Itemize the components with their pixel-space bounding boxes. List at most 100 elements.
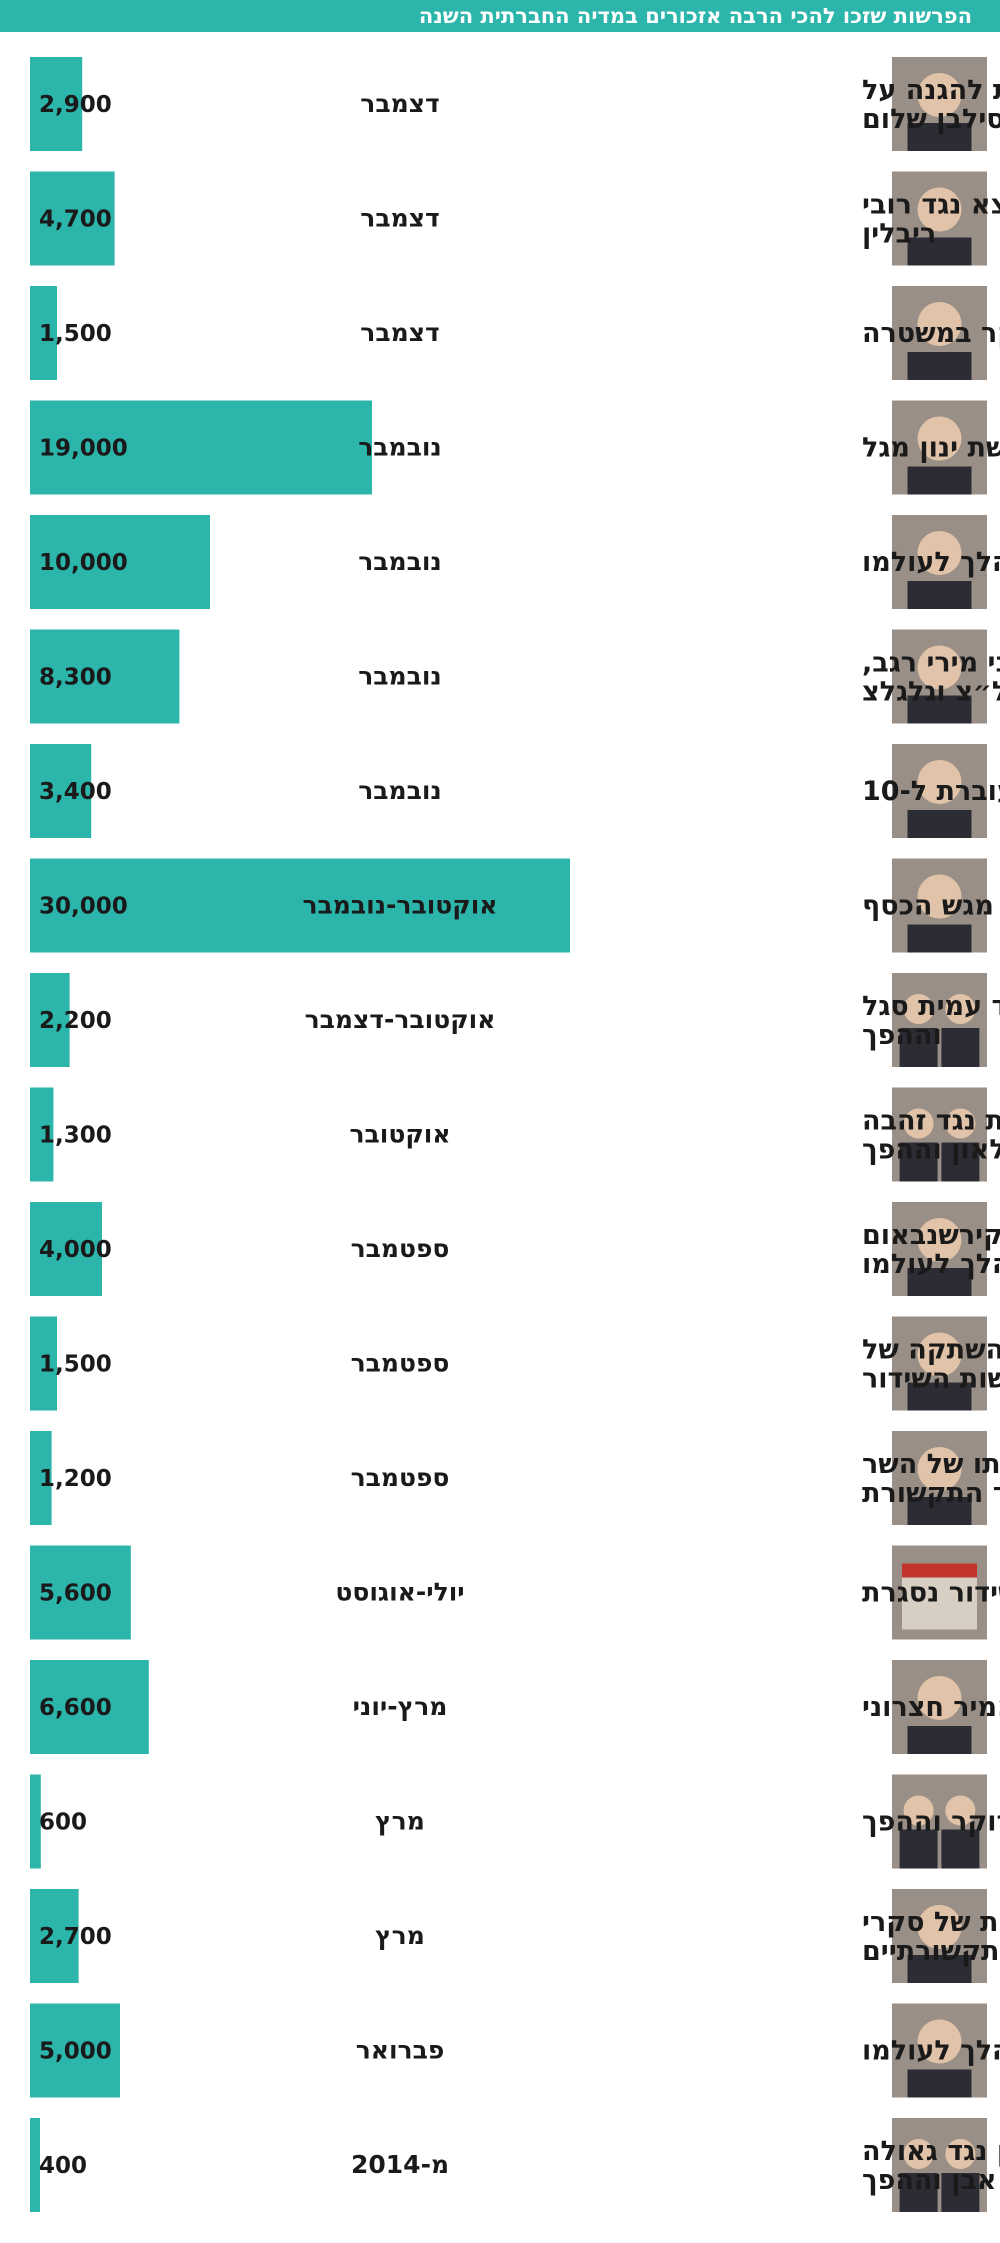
- month-label: אוקטובר-נובמבר: [303, 891, 498, 920]
- chart-row: 1,200 ספטמבר התפטרותו של השראקוניס ממשרד ה…: [30, 1431, 1000, 1525]
- row-title: סגל נגד דרוקר וההפך: [862, 1807, 1000, 1838]
- group-photo-icon: [892, 1087, 987, 1182]
- row-title: איילה חסון עוברת ל-10: [862, 776, 1000, 807]
- face-shape: [917, 73, 962, 117]
- row-title-line: סעיף ההשתקה של: [862, 1335, 1000, 1366]
- body-shape: [907, 237, 972, 266]
- value-label: 1,500: [39, 1352, 112, 1378]
- month-label: אוקטובר: [349, 1120, 450, 1149]
- value-label: 5,000: [39, 2039, 112, 2065]
- bar: [30, 1087, 54, 1182]
- face-shape: [917, 760, 962, 804]
- month-label: מרץ-יוני: [353, 1692, 448, 1721]
- bar: [30, 171, 115, 266]
- month-label: מרץ: [375, 1921, 425, 1950]
- month-label: ספטמבר: [351, 1349, 450, 1378]
- person-photo-icon: [892, 2003, 987, 2098]
- row-title: דן מרגלית נגד זהבהגלאון וההפך: [862, 1106, 1000, 1166]
- face-shape: [917, 645, 962, 690]
- bar: [30, 1431, 52, 1525]
- face-shape: [917, 1447, 962, 1491]
- person-photo-icon: [892, 400, 987, 495]
- row-title-line: ג׳ודי יוצאת להגנה על: [862, 75, 1000, 106]
- row-title-line: גלאון וההפך: [862, 1135, 1000, 1166]
- row-title-line: כשלון התחזיות של סקרי: [862, 1907, 1000, 1938]
- body-shape: [907, 1497, 972, 1525]
- body-shape: [941, 1829, 980, 1869]
- row-title-line: הבחירות התקשורתיים: [862, 1936, 1000, 1967]
- value-label: 1,300: [39, 1123, 112, 1149]
- bar: [30, 1889, 79, 1983]
- bar: [30, 1202, 102, 1296]
- chart-title: הפרשות שזכו להכי הרבה אזכורים במדיה החבר…: [0, 0, 1000, 32]
- row-title: מגש הכסף: [862, 891, 994, 922]
- group-photo-icon: [892, 1774, 987, 1869]
- bar: [30, 2118, 40, 2212]
- bar: [30, 858, 570, 953]
- row-title: יוסי שריד הלך לעולמו: [862, 547, 1000, 578]
- person-photo-icon: [892, 1316, 987, 1411]
- row-title-line: ריבלין: [862, 219, 936, 250]
- body-shape: [907, 695, 972, 724]
- face-shape: [917, 1218, 962, 1262]
- face-shape: [903, 994, 934, 1024]
- person-photo-icon: [892, 629, 987, 724]
- face-shape: [945, 994, 976, 1024]
- bar: [30, 400, 372, 495]
- value-label: 6,600: [39, 1695, 112, 1721]
- bar: [30, 1545, 131, 1640]
- chart-row: 600 מרץ סגל נגד דרוקר וההפך: [30, 1774, 1000, 1869]
- body-shape: [941, 1028, 980, 1067]
- face-shape: [917, 416, 962, 461]
- chart-row: 10,000 נובמבר יוסי שריד הלך לעולמו: [30, 515, 1000, 609]
- person-photo-icon: [892, 286, 987, 380]
- bar: [30, 973, 70, 1067]
- person-photo-icon: [892, 171, 987, 266]
- chart-row: 1,300 אוקטובר דן מרגלית נגד זהבהגלאון וההפ…: [30, 1087, 1000, 1182]
- chart-row: 8,300 נובמבר ענייני מירי רגב,גל״צ וגלגלצ: [30, 629, 1000, 724]
- face-shape: [903, 1795, 934, 1826]
- row-title-line: דן מרגלית נגד זהבה: [862, 1106, 1000, 1137]
- bar: [30, 744, 92, 838]
- face-shape: [945, 1108, 976, 1139]
- month-label: נובמבר: [358, 433, 442, 462]
- face-shape: [917, 1676, 962, 1720]
- bar: [30, 629, 180, 724]
- row-title-line: מוטי קירשנבאום: [862, 1220, 1000, 1251]
- building-sign: [902, 1563, 977, 1578]
- group-photo-icon: [892, 973, 987, 1067]
- body-shape: [907, 1955, 972, 1983]
- row-title-line: פרשת ינון מגל: [862, 433, 1000, 464]
- chart-row: 3,400 נובמבר איילה חסון עוברת ל-10: [30, 744, 1000, 838]
- month-label: נובמבר: [358, 776, 442, 805]
- bar: [30, 1660, 149, 1754]
- face-shape: [917, 1905, 962, 1949]
- person-photo-icon: [892, 858, 987, 953]
- chart-row: 2,200 אוקטובר-דצמבר אורן חזן נגד עמית סגלו…: [30, 973, 1000, 1067]
- face-shape: [917, 302, 962, 346]
- body-shape: [907, 1268, 972, 1296]
- row-title-line: התפטרותו של השר: [862, 1449, 1000, 1480]
- chart-row: 6,600 מרץ-יוני סערת אמיר חצרוני: [30, 1660, 1000, 1754]
- row-title: אורי אורבך הלך לעולמו: [862, 2036, 1000, 2067]
- chart-row: 30,000 אוקטובר-נובמבר מגש הכסף: [30, 858, 994, 953]
- value-label: 5,600: [39, 1581, 112, 1607]
- month-label: פברואר: [356, 2036, 445, 2065]
- bar: [30, 57, 83, 151]
- face-shape: [917, 531, 962, 575]
- value-label: 2,900: [39, 92, 112, 118]
- chart-row: 5,000 פברואר אורי אורבך הלך לעולמו: [30, 2003, 1000, 2098]
- chart-row: 2,700 מרץ כשלון התחזיות של סקריהבחירות התק…: [30, 1889, 1000, 1983]
- body-shape: [907, 581, 972, 609]
- row-title-line: יוסי שריד הלך לעולמו: [862, 547, 1000, 578]
- body-shape: [941, 2173, 980, 2212]
- row-title-line: סגל נגד דרוקר וההפך: [862, 1807, 1000, 1838]
- body-shape: [907, 1726, 972, 1754]
- person-photo-icon: [892, 1660, 987, 1754]
- month-label: אוקטובר-דצמבר: [305, 1005, 496, 1034]
- face-shape: [917, 2019, 962, 2064]
